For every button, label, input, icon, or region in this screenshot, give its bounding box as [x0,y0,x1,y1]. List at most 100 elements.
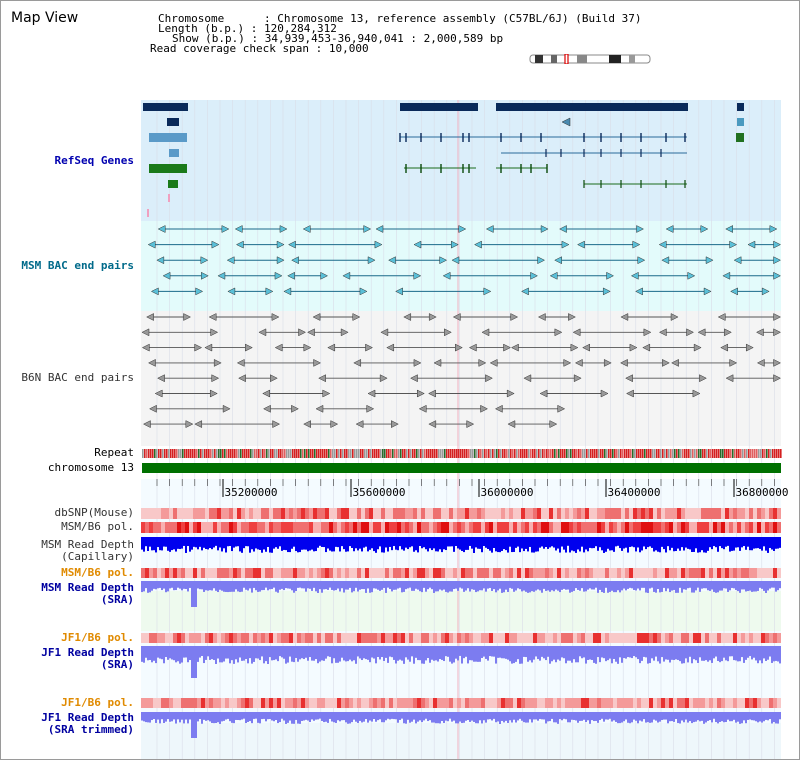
msm-capillary-depth-bar [231,537,233,552]
repeat-element [570,449,572,458]
jf1-trim-depth-bar [185,712,187,720]
pol-cell [269,698,273,708]
msm-capillary-depth-bar [265,537,267,552]
chromosome-ideogram[interactable] [529,54,653,64]
track-label-msm-b6-pol-2[interactable]: MSM/B6 pol. [61,566,134,579]
jf1-sra-depth-bar [261,646,263,657]
track-label-refseq[interactable]: RefSeq Genes [54,154,134,167]
track-label-jf1-b6-pol[interactable]: JF1/B6 pol. [61,631,134,644]
track-label-msm-depth-cap[interactable]: MSM Read Depth (Capillary) [41,539,134,563]
pol-cell [485,698,489,708]
pol-cell [361,568,365,578]
b6n-bac-end [270,374,278,383]
msm-capillary-depth-bar [683,537,685,551]
jf1-trim-depth-bar [267,712,269,720]
jf1-sra-depth-bar [749,646,751,657]
b6n-bac-end [312,313,321,321]
jf1-trim-depth-bar [471,712,473,721]
pol-cell [689,698,693,708]
track-label-chromosome[interactable]: chromosome 13 [47,461,134,474]
jf1-trim-depth-bar [359,712,361,721]
msm-capillary-depth-bar [575,537,577,553]
msm-capillary-depth-bar [737,537,739,548]
track-label-repeat[interactable]: Repeat [94,446,134,459]
repeat-element [330,449,332,458]
dbsnp-cell [701,508,705,519]
msm-capillary-depth-bar [681,537,683,548]
dbsnp-cell [381,508,385,519]
pol-cell [341,633,345,643]
pol-cell [693,633,697,643]
pol-cell [317,568,321,578]
msm-capillary-depth-bar [209,537,211,549]
repeat-element [334,449,336,458]
repeat-element [736,449,738,458]
jf1-trim-depth-bar [165,712,167,722]
track-label-jf1-depth-sra[interactable]: JF1 Read Depth (SRA) [41,647,134,671]
pol-cell [461,698,465,708]
msm-bac-end [521,287,529,296]
dbsnp-cell [557,508,561,519]
jf1-trim-depth-bar [757,712,759,723]
msm-sra-depth-bar [229,581,231,592]
dbsnp-cell [741,508,745,519]
track-label-b6n-bac[interactable]: B6N BAC end pairs [21,371,134,384]
dbsnp-cell [617,508,621,519]
pol-cell [477,568,481,578]
repeat-element [710,449,712,458]
show-info: Show (b.p.) : 34,939,453-36,940,041 : 2,… [172,32,504,45]
repeat-element [478,449,480,458]
msm-sra-depth-bar [237,581,239,592]
msm-capillary-depth-bar [583,537,585,553]
msm-sra-depth-bar [405,581,407,590]
jf1-sra-depth-bar [477,646,479,662]
pol-cell [573,522,577,533]
pol-cell [617,522,621,533]
track-label-msm-b6-pol[interactable]: MSM/B6 pol. [61,520,134,533]
msm-depth-sra-line2: (SRA) [100,593,134,606]
dbsnp-cell [565,508,569,519]
track-label-msm-depth-sra[interactable]: MSM Read Depth (SRA) [41,582,134,606]
msm-sra-depth-bar [535,581,537,591]
msm-sra-depth-bar [403,581,405,592]
repeat-element [494,449,496,458]
msm-capillary-depth-bar [289,537,291,553]
pol-cell [617,568,621,578]
msm-sra-depth-bar [665,581,667,592]
jf1-sra-depth-bar [775,646,777,661]
msm-sra-depth-bar [631,581,633,589]
pol-cell [177,633,181,643]
jf1-trim-depth-bar [679,712,681,724]
msm-sra-depth-bar [573,581,575,591]
msm-sra-depth-bar [291,581,293,591]
pol-cell [633,522,637,533]
pol-cell [533,698,537,708]
dbsnp-cell [705,508,709,519]
dbsnp-cell [709,508,713,519]
msm-capillary-depth-bar [665,537,667,553]
repeat-element [278,449,280,458]
jf1-sra-depth-bar [521,646,523,664]
track-label-msm-bac[interactable]: MSM BAC end pairs [21,259,134,272]
jf1-trim-depth-bar [377,712,379,721]
repeat-element [438,449,440,458]
msm-sra-depth-bar [395,581,397,590]
msm-capillary-depth-bar [503,537,505,550]
repeat-element [626,449,628,458]
track-label-dbsnp[interactable]: dbSNP(Mouse) [54,506,134,519]
pol-cell [241,698,245,708]
msm-capillary-depth-bar [483,537,485,547]
pol-cell [649,633,653,643]
track-label-jf1-depth-trim[interactable]: JF1 Read Depth (SRA trimmed) [41,712,134,736]
msm-sra-depth-bar [659,581,661,593]
jf1-trim-depth-bar [323,712,325,723]
track-label-jf1-b6-pol-2[interactable]: JF1/B6 pol. [61,696,134,709]
jf1-trim-depth-bar [303,712,305,721]
b6n-bac-end [340,328,349,337]
pol-cell [689,568,693,578]
jf1-sra-depth-bar [201,646,203,657]
msm-sra-depth-bar [213,581,215,589]
pol-cell [337,633,341,643]
pol-cell [713,698,717,708]
